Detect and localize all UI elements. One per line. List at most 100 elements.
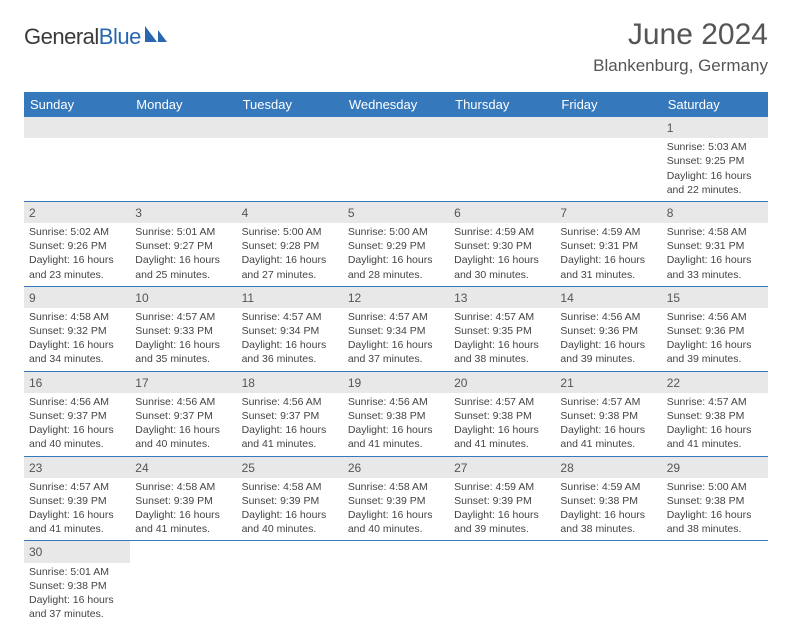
daylight-line: Daylight: 16 hours and 40 minutes. [348, 508, 444, 536]
day-details: Sunrise: 4:59 AMSunset: 9:30 PMDaylight:… [449, 223, 555, 286]
day-details: Sunrise: 5:01 AMSunset: 9:27 PMDaylight:… [130, 223, 236, 286]
calendar-cell: 11Sunrise: 4:57 AMSunset: 9:34 PMDayligh… [237, 286, 343, 371]
day-details: Sunrise: 4:58 AMSunset: 9:39 PMDaylight:… [237, 478, 343, 541]
day-number: 8 [662, 202, 768, 223]
day-details: Sunrise: 4:58 AMSunset: 9:32 PMDaylight:… [24, 308, 130, 371]
day-details: Sunrise: 4:57 AMSunset: 9:38 PMDaylight:… [449, 393, 555, 456]
daylight-line: Daylight: 16 hours and 41 minutes. [348, 423, 444, 451]
calendar-cell [343, 541, 449, 625]
daylight-line: Daylight: 16 hours and 40 minutes. [242, 508, 338, 536]
day-details: Sunrise: 4:57 AMSunset: 9:34 PMDaylight:… [343, 308, 449, 371]
calendar: SundayMondayTuesdayWednesdayThursdayFrid… [24, 92, 768, 625]
calendar-cell: 24 Sunrise: 4:58 AMSunset: 9:39 PMDayligh… [130, 456, 236, 541]
sunset-line: Sunset: 9:26 PM [29, 239, 125, 253]
calendar-cell [237, 117, 343, 201]
sunset-line: Sunset: 9:39 PM [29, 494, 125, 508]
weekday-header: Tuesday [237, 92, 343, 117]
calendar-cell: 15Sunrise: 4:56 AMSunset: 9:36 PMDayligh… [662, 286, 768, 371]
day-number: 28 [555, 457, 661, 478]
day-number: 9 [24, 287, 130, 308]
day-number: 12 [343, 287, 449, 308]
day-number: 24 [130, 457, 236, 478]
daylight-line: Daylight: 16 hours and 22 minutes. [667, 169, 763, 197]
sunrise-line: Sunrise: 5:01 AM [135, 225, 231, 239]
sunrise-line: Sunrise: 4:58 AM [667, 225, 763, 239]
logo: GeneralBlue [24, 24, 169, 50]
sunrise-line: Sunrise: 5:01 AM [29, 565, 125, 579]
day-number: 22 [662, 372, 768, 393]
calendar-cell: 3Sunrise: 5:01 AMSunset: 9:27 PMDaylight… [130, 201, 236, 286]
sunrise-line: Sunrise: 4:57 AM [29, 480, 125, 494]
calendar-cell: 21Sunrise: 4:57 AMSunset: 9:38 PMDayligh… [555, 371, 661, 456]
sunrise-line: Sunrise: 4:56 AM [242, 395, 338, 409]
day-number: 4 [237, 202, 343, 223]
daylight-line: Daylight: 16 hours and 33 minutes. [667, 253, 763, 281]
sail-icon [143, 24, 169, 44]
calendar-cell: 18Sunrise: 4:56 AMSunset: 9:37 PMDayligh… [237, 371, 343, 456]
sunset-line: Sunset: 9:39 PM [242, 494, 338, 508]
sunrise-line: Sunrise: 4:58 AM [135, 480, 231, 494]
sunrise-line: Sunrise: 4:59 AM [454, 480, 550, 494]
calendar-cell: 19Sunrise: 4:56 AMSunset: 9:38 PMDayligh… [343, 371, 449, 456]
sunset-line: Sunset: 9:38 PM [667, 409, 763, 423]
calendar-cell: 13Sunrise: 4:57 AMSunset: 9:35 PMDayligh… [449, 286, 555, 371]
day-number: 7 [555, 202, 661, 223]
sunset-line: Sunset: 9:38 PM [560, 409, 656, 423]
calendar-cell: 1Sunrise: 5:03 AMSunset: 9:25 PMDaylight… [662, 117, 768, 201]
calendar-header: SundayMondayTuesdayWednesdayThursdayFrid… [24, 92, 768, 117]
calendar-week: 9Sunrise: 4:58 AMSunset: 9:32 PMDaylight… [24, 286, 768, 371]
empty-day-bar [24, 117, 130, 138]
calendar-cell: 4Sunrise: 5:00 AMSunset: 9:28 PMDaylight… [237, 201, 343, 286]
day-number: 6 [449, 202, 555, 223]
sunrise-line: Sunrise: 4:59 AM [454, 225, 550, 239]
weekday-header: Friday [555, 92, 661, 117]
day-number: 27 [449, 457, 555, 478]
sunset-line: Sunset: 9:37 PM [242, 409, 338, 423]
calendar-cell [449, 117, 555, 201]
sunrise-line: Sunrise: 4:56 AM [560, 310, 656, 324]
sunset-line: Sunset: 9:36 PM [667, 324, 763, 338]
daylight-line: Daylight: 16 hours and 41 minutes. [560, 423, 656, 451]
calendar-cell: 25Sunrise: 4:58 AMSunset: 9:39 PMDayligh… [237, 456, 343, 541]
weekday-header: Thursday [449, 92, 555, 117]
daylight-line: Daylight: 16 hours and 38 minutes. [454, 338, 550, 366]
calendar-cell: 20Sunrise: 4:57 AMSunset: 9:38 PMDayligh… [449, 371, 555, 456]
day-number: 25 [237, 457, 343, 478]
sunset-line: Sunset: 9:31 PM [667, 239, 763, 253]
calendar-week: 2Sunrise: 5:02 AMSunset: 9:26 PMDaylight… [24, 201, 768, 286]
sunset-line: Sunset: 9:34 PM [242, 324, 338, 338]
sunset-line: Sunset: 9:28 PM [242, 239, 338, 253]
day-details: Sunrise: 4:56 AMSunset: 9:37 PMDaylight:… [237, 393, 343, 456]
sunset-line: Sunset: 9:38 PM [348, 409, 444, 423]
sunset-line: Sunset: 9:39 PM [135, 494, 231, 508]
empty-day-bar [237, 117, 343, 138]
title-block: June 2024 Blankenburg, Germany [593, 18, 768, 76]
daylight-line: Daylight: 16 hours and 40 minutes. [29, 423, 125, 451]
daylight-line: Daylight: 16 hours and 34 minutes. [29, 338, 125, 366]
sunset-line: Sunset: 9:25 PM [667, 154, 763, 168]
day-details: Sunrise: 4:57 AMSunset: 9:35 PMDaylight:… [449, 308, 555, 371]
calendar-cell: 23Sunrise: 4:57 AMSunset: 9:39 PMDayligh… [24, 456, 130, 541]
calendar-week: 30Sunrise: 5:01 AMSunset: 9:38 PMDayligh… [24, 541, 768, 625]
day-details: Sunrise: 4:56 AMSunset: 9:37 PMDaylight:… [130, 393, 236, 456]
day-number: 11 [237, 287, 343, 308]
calendar-week: 1Sunrise: 5:03 AMSunset: 9:25 PMDaylight… [24, 117, 768, 201]
sunrise-line: Sunrise: 4:56 AM [29, 395, 125, 409]
day-details: Sunrise: 4:57 AMSunset: 9:33 PMDaylight:… [130, 308, 236, 371]
sunrise-line: Sunrise: 4:59 AM [560, 480, 656, 494]
sunset-line: Sunset: 9:38 PM [454, 409, 550, 423]
daylight-line: Daylight: 16 hours and 41 minutes. [135, 508, 231, 536]
sunrise-line: Sunrise: 4:56 AM [135, 395, 231, 409]
calendar-cell [555, 541, 661, 625]
daylight-line: Daylight: 16 hours and 39 minutes. [454, 508, 550, 536]
daylight-line: Daylight: 16 hours and 41 minutes. [242, 423, 338, 451]
day-number: 5 [343, 202, 449, 223]
sunset-line: Sunset: 9:33 PM [135, 324, 231, 338]
day-number: 23 [24, 457, 130, 478]
day-number: 19 [343, 372, 449, 393]
daylight-line: Daylight: 16 hours and 37 minutes. [29, 593, 125, 621]
day-details: Sunrise: 4:58 AMSunset: 9:31 PMDaylight:… [662, 223, 768, 286]
calendar-cell: 16Sunrise: 4:56 AMSunset: 9:37 PMDayligh… [24, 371, 130, 456]
day-number: 15 [662, 287, 768, 308]
sunrise-line: Sunrise: 5:00 AM [242, 225, 338, 239]
